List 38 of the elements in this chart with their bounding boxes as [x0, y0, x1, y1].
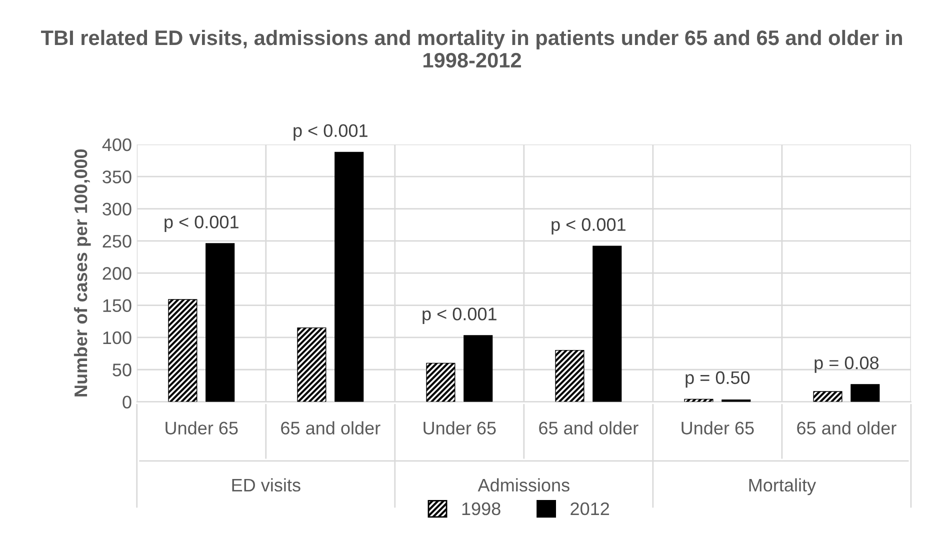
y-tick-label: 100 — [103, 331, 132, 344]
bar — [334, 152, 364, 402]
bar — [206, 243, 235, 402]
bar — [297, 327, 326, 402]
annotation: p = 0.08 — [814, 356, 879, 373]
text: Admissions — [478, 478, 570, 492]
y-axis-title: Number of cases per 100,000 — [74, 149, 91, 396]
y-tick-label: 150 — [103, 299, 132, 312]
x-tick-label: Under 65 — [424, 421, 496, 434]
y-tick-label: 200 — [102, 267, 132, 280]
x-tick-label: Under 65 — [682, 421, 754, 434]
annotation: p = 0.50 — [686, 371, 750, 388]
text: Mortality — [749, 478, 816, 496]
x-tick-label: 65 and older — [539, 421, 638, 434]
y-tick-label: 350 — [102, 170, 132, 184]
annotation: p < 0.001 — [422, 308, 496, 324]
text: ED visits — [232, 478, 300, 492]
bar — [464, 335, 493, 402]
x-tick-label: 65 and older — [281, 421, 380, 434]
x-tick-label: Under 65 — [166, 421, 238, 434]
bar — [850, 384, 880, 402]
legend-label: 2012 — [570, 502, 610, 516]
bar — [592, 246, 622, 402]
y-tick-label: 50 — [112, 364, 132, 376]
annotation: p < 0.001 — [552, 218, 626, 235]
x-tick-label: 65 and older — [797, 421, 896, 434]
bar — [813, 391, 842, 402]
y-tick-label: 300 — [102, 202, 132, 216]
bar — [168, 299, 198, 402]
y-tick-label: 0 — [122, 396, 132, 409]
text: p < 0.001 — [294, 124, 368, 141]
chart-title: TBI related ED visits, admissions and mortality in patients under 65 and 65 and older in 1998-2012 — [41, 30, 902, 68]
y-tick-label: 400 — [102, 138, 132, 152]
bar — [426, 362, 456, 402]
y-tick-label: 250 — [102, 234, 132, 248]
annotation: p < 0.001 — [164, 216, 238, 232]
bar — [555, 350, 584, 402]
legend-label: 1998 — [462, 502, 500, 516]
